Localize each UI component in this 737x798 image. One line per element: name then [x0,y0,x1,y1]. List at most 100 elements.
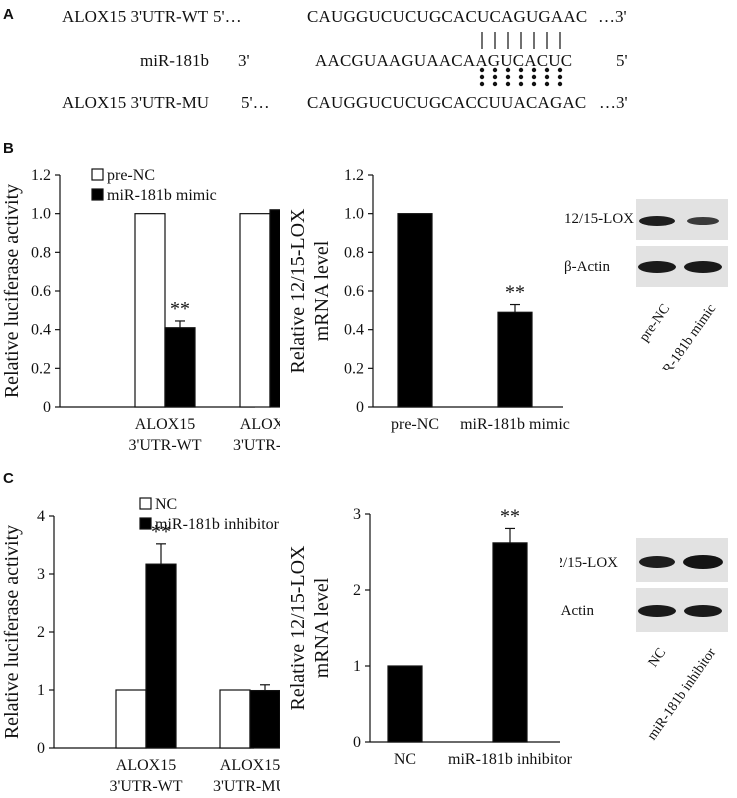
bar [164,327,196,408]
mutation-dot [544,74,550,80]
y-axis-label: Relative luciferase activity [1,525,23,739]
bar [492,542,528,743]
bar [115,689,147,749]
mir-name: miR-181b [140,51,209,70]
y-tick-label: 1.2 [344,167,364,184]
bar [219,689,251,749]
mir-sequence: AACGUAAGUAACAAGUCACUC [315,51,573,70]
legend-swatch [91,188,104,201]
y-tick-label: 1 [353,658,361,675]
y-tick-label: 0 [43,399,51,416]
significance-mark: ** [151,521,171,543]
mutation-dot [492,67,498,73]
x-tick-label: ALOX15 [135,416,195,433]
chart-b-mrna: 0 0.2 0.4 0.6 0.8 1.0 1.2 Relative 12/15-LOX mRN… [290,167,570,433]
x-tick-label: ALOX15 [220,757,280,774]
mutation-dot [544,81,550,87]
legend-swatch [139,497,152,510]
y-tick-label: 2 [353,582,361,599]
legend-label: pre-NC [107,167,155,184]
y-tick-label: 0.8 [344,244,364,261]
mutation-dot [531,74,537,80]
y-tick-label: 1.0 [31,206,51,223]
blot-membrane-lox [636,538,728,582]
mu-3prime: …3' [599,93,628,112]
mutation-dot [479,67,485,73]
blot-membrane-lox [636,199,728,240]
bar [145,563,177,749]
wt-sequence: CAUGGUCUCUGCACUCAGUGAAC [307,7,588,26]
mir-3prime: 3' [238,51,250,70]
bar [239,213,271,408]
bar [497,311,533,408]
significance-mark: ** [170,298,190,320]
y-axis-label: mRNA level [311,577,333,678]
bar [249,689,280,749]
legend-label: miR-181b inhibitor [155,516,280,533]
blot-label-actin: β-Actin [564,259,610,275]
blot-label-actin: β-Actin [560,603,594,619]
wt-3prime: …3' [598,7,627,26]
y-tick-label: 0.4 [31,322,51,339]
y-axis-label: Relative 12/15-LOX [290,545,309,711]
bar [134,213,166,408]
legend-label: miR-181b mimic [107,187,217,204]
y-tick-label: 0 [353,734,361,751]
x-tick-label: 3'UTR-WT [128,437,201,454]
y-axis-label: Relative luciferase activity [1,184,23,398]
western-blot-c: 12/15-LOX β-Actin NC miR-181b inhibitor [548,526,737,746]
y-tick-label: 0.6 [31,283,51,300]
mutation-dot [518,67,524,73]
x-tick-label: NC [394,751,416,768]
legend-swatch [91,168,104,181]
panel-letter-a: A [3,6,14,23]
x-tick-label: 3'UTR-MU [213,778,280,795]
mutation-dot [544,67,550,73]
x-tick-label: ALOX15 [116,757,176,774]
panel-letter-b: B [3,140,14,157]
legend-label: NC [155,496,177,513]
mutation-dot [505,81,511,87]
mir-5prime: 5' [616,51,628,70]
western-blot-b: 12/15-LOX β-Actin pre-NC miR-181b mimic [560,190,737,389]
mu-sequence: CAUGGUCUCUGCACCUUACAGAC [307,93,587,112]
y-tick-label: 1.2 [31,167,51,184]
mutation-dot [557,81,563,87]
y-tick-label: 4 [37,508,45,525]
mutation-dot [557,74,563,80]
bar [269,209,280,408]
blot-lane-1: NC [646,646,669,671]
y-axis-label: mRNA level [311,240,333,341]
mutation-dot [505,74,511,80]
mutation-dot [531,81,537,87]
y-tick-label: 0.6 [344,283,364,300]
significance-mark: ** [500,505,520,527]
y-tick-label: 0.2 [31,360,51,377]
mutation-dot [479,74,485,80]
mu-name: ALOX15 3'UTR-MU [62,93,210,112]
pairing-lines [481,32,561,49]
y-axis-label: Relative 12/15-LOX [290,208,309,374]
y-tick-label: 3 [353,506,361,523]
bar [387,665,423,743]
blot-label-lox: 12/15-LOX [560,555,618,571]
x-tick-label: pre-NC [391,416,439,433]
blot-lane-1: pre-NC [637,302,673,345]
y-tick-label: 0.8 [31,244,51,261]
legend-swatch [139,517,152,530]
bar [397,213,433,408]
pairing-marks [479,32,563,87]
x-tick-label: miR-181b inhibitor [448,751,573,768]
y-tick-label: 3 [37,566,45,583]
y-tick-label: 1 [37,682,45,699]
x-tick-label: 3'UTR-WT [109,778,182,795]
panel-letter-c: C [3,470,14,487]
mutation-dot [557,67,563,73]
x-tick-label: 3'UTR-MU [233,437,280,454]
blot-membrane-actin [636,246,728,287]
y-tick-label: 0 [356,399,364,416]
y-tick-label: 0 [37,740,45,757]
mutation-dot [505,67,511,73]
chart-c-mrna: 0 1 2 3 Relative 12/15-LOX mRNA level NC miR-18… [290,505,573,768]
mutation-dot [492,81,498,87]
